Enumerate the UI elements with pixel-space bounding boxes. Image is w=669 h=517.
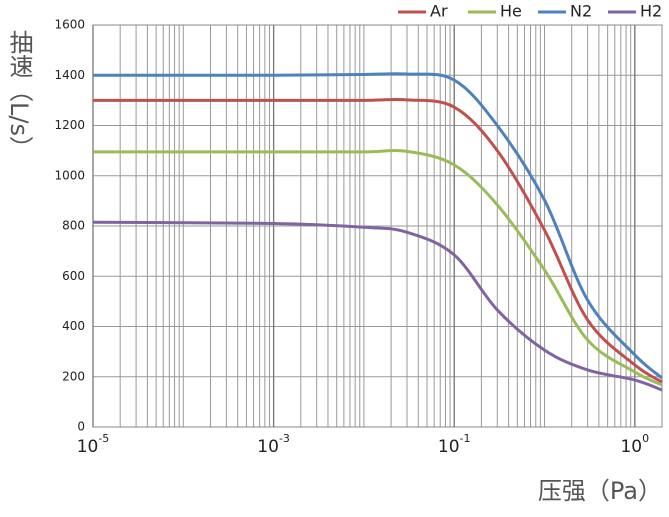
series-line [93,151,662,386]
y-tick-label: 800 [62,219,85,233]
y-tick-label: 400 [62,319,85,333]
series-line [93,99,662,382]
legend-label: N2 [570,2,592,21]
y-tick-label: 1600 [54,18,85,32]
x-tick-exp: -3 [279,432,290,445]
x-tick-label: 100 [620,432,649,457]
x-tick-base: 10 [77,437,99,457]
x-tick-label: 10-5 [77,432,110,457]
x-tick-base: 10 [438,437,460,457]
y-tick-label: 600 [62,269,85,283]
series-line [93,222,662,390]
x-axis-title: 压强（Pa） [538,477,662,505]
legend-label: H2 [640,2,662,21]
y-axis-title: 抽速（L/s） [5,30,33,160]
y-tick-label: 200 [62,369,85,383]
legend-label: He [500,2,522,21]
x-tick-label: 10-1 [438,432,471,457]
x-tick-base: 10 [620,437,642,457]
legend-label: Ar [430,2,448,21]
x-tick-exp: 0 [642,432,649,445]
y-tick-label: 1200 [54,118,85,132]
x-tick-label: 10-3 [257,432,290,457]
x-tick-exp: -5 [98,432,109,445]
y-tick-label: 1400 [54,68,85,82]
x-tick-base: 10 [257,437,279,457]
y-tick-label: 0 [77,420,85,434]
x-tick-exp: -1 [460,432,471,445]
y-tick-label: 1000 [54,168,85,182]
